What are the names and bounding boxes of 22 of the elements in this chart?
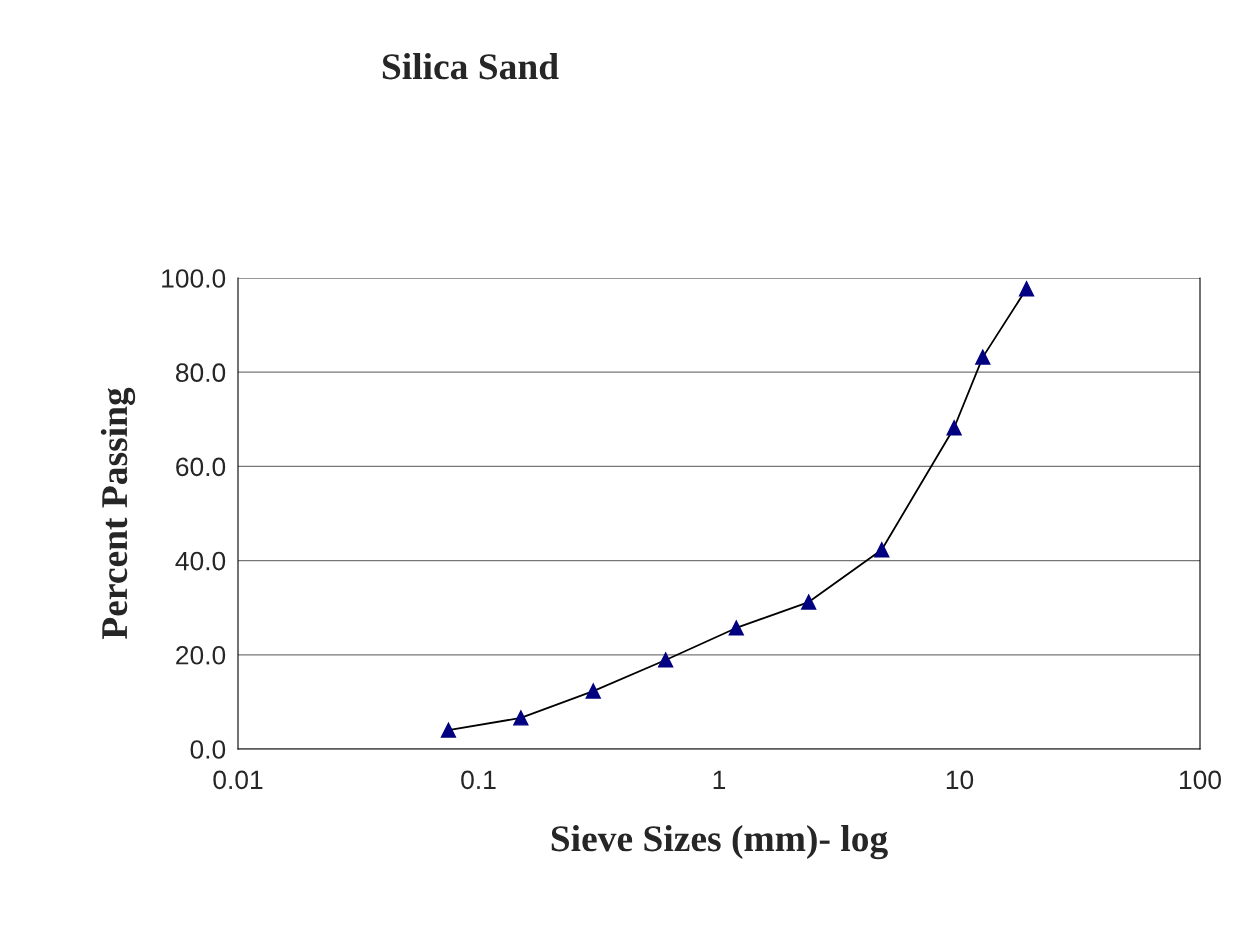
y-axis-title: Percent Passing <box>100 387 136 640</box>
point <box>728 620 744 636</box>
y-tick-label: 40.0 <box>175 551 226 571</box>
chart-title: Silica Sand <box>382 53 559 80</box>
point <box>874 542 890 558</box>
y-tick-label: 0.0 <box>190 740 226 759</box>
point <box>801 594 817 610</box>
point <box>658 652 674 668</box>
y-tick-label: 80.0 <box>175 363 226 383</box>
point <box>946 420 962 436</box>
y-tick-label: 20.0 <box>176 645 226 665</box>
point <box>585 683 601 699</box>
x-tick-label: 1 <box>713 770 726 789</box>
x-tick-label: 0.1 <box>461 770 496 790</box>
point <box>440 722 457 738</box>
x-tick-label: 10 <box>946 770 974 790</box>
y-tick-label: 60.0 <box>176 457 226 477</box>
point <box>513 710 529 726</box>
x-tick-label: 100 <box>1180 770 1221 790</box>
x-axis-title: Sieve Sizes (mm)- log <box>551 824 888 860</box>
x-tick-label: 0.01 <box>213 770 263 790</box>
y-tick-label: 100.0 <box>162 269 226 288</box>
